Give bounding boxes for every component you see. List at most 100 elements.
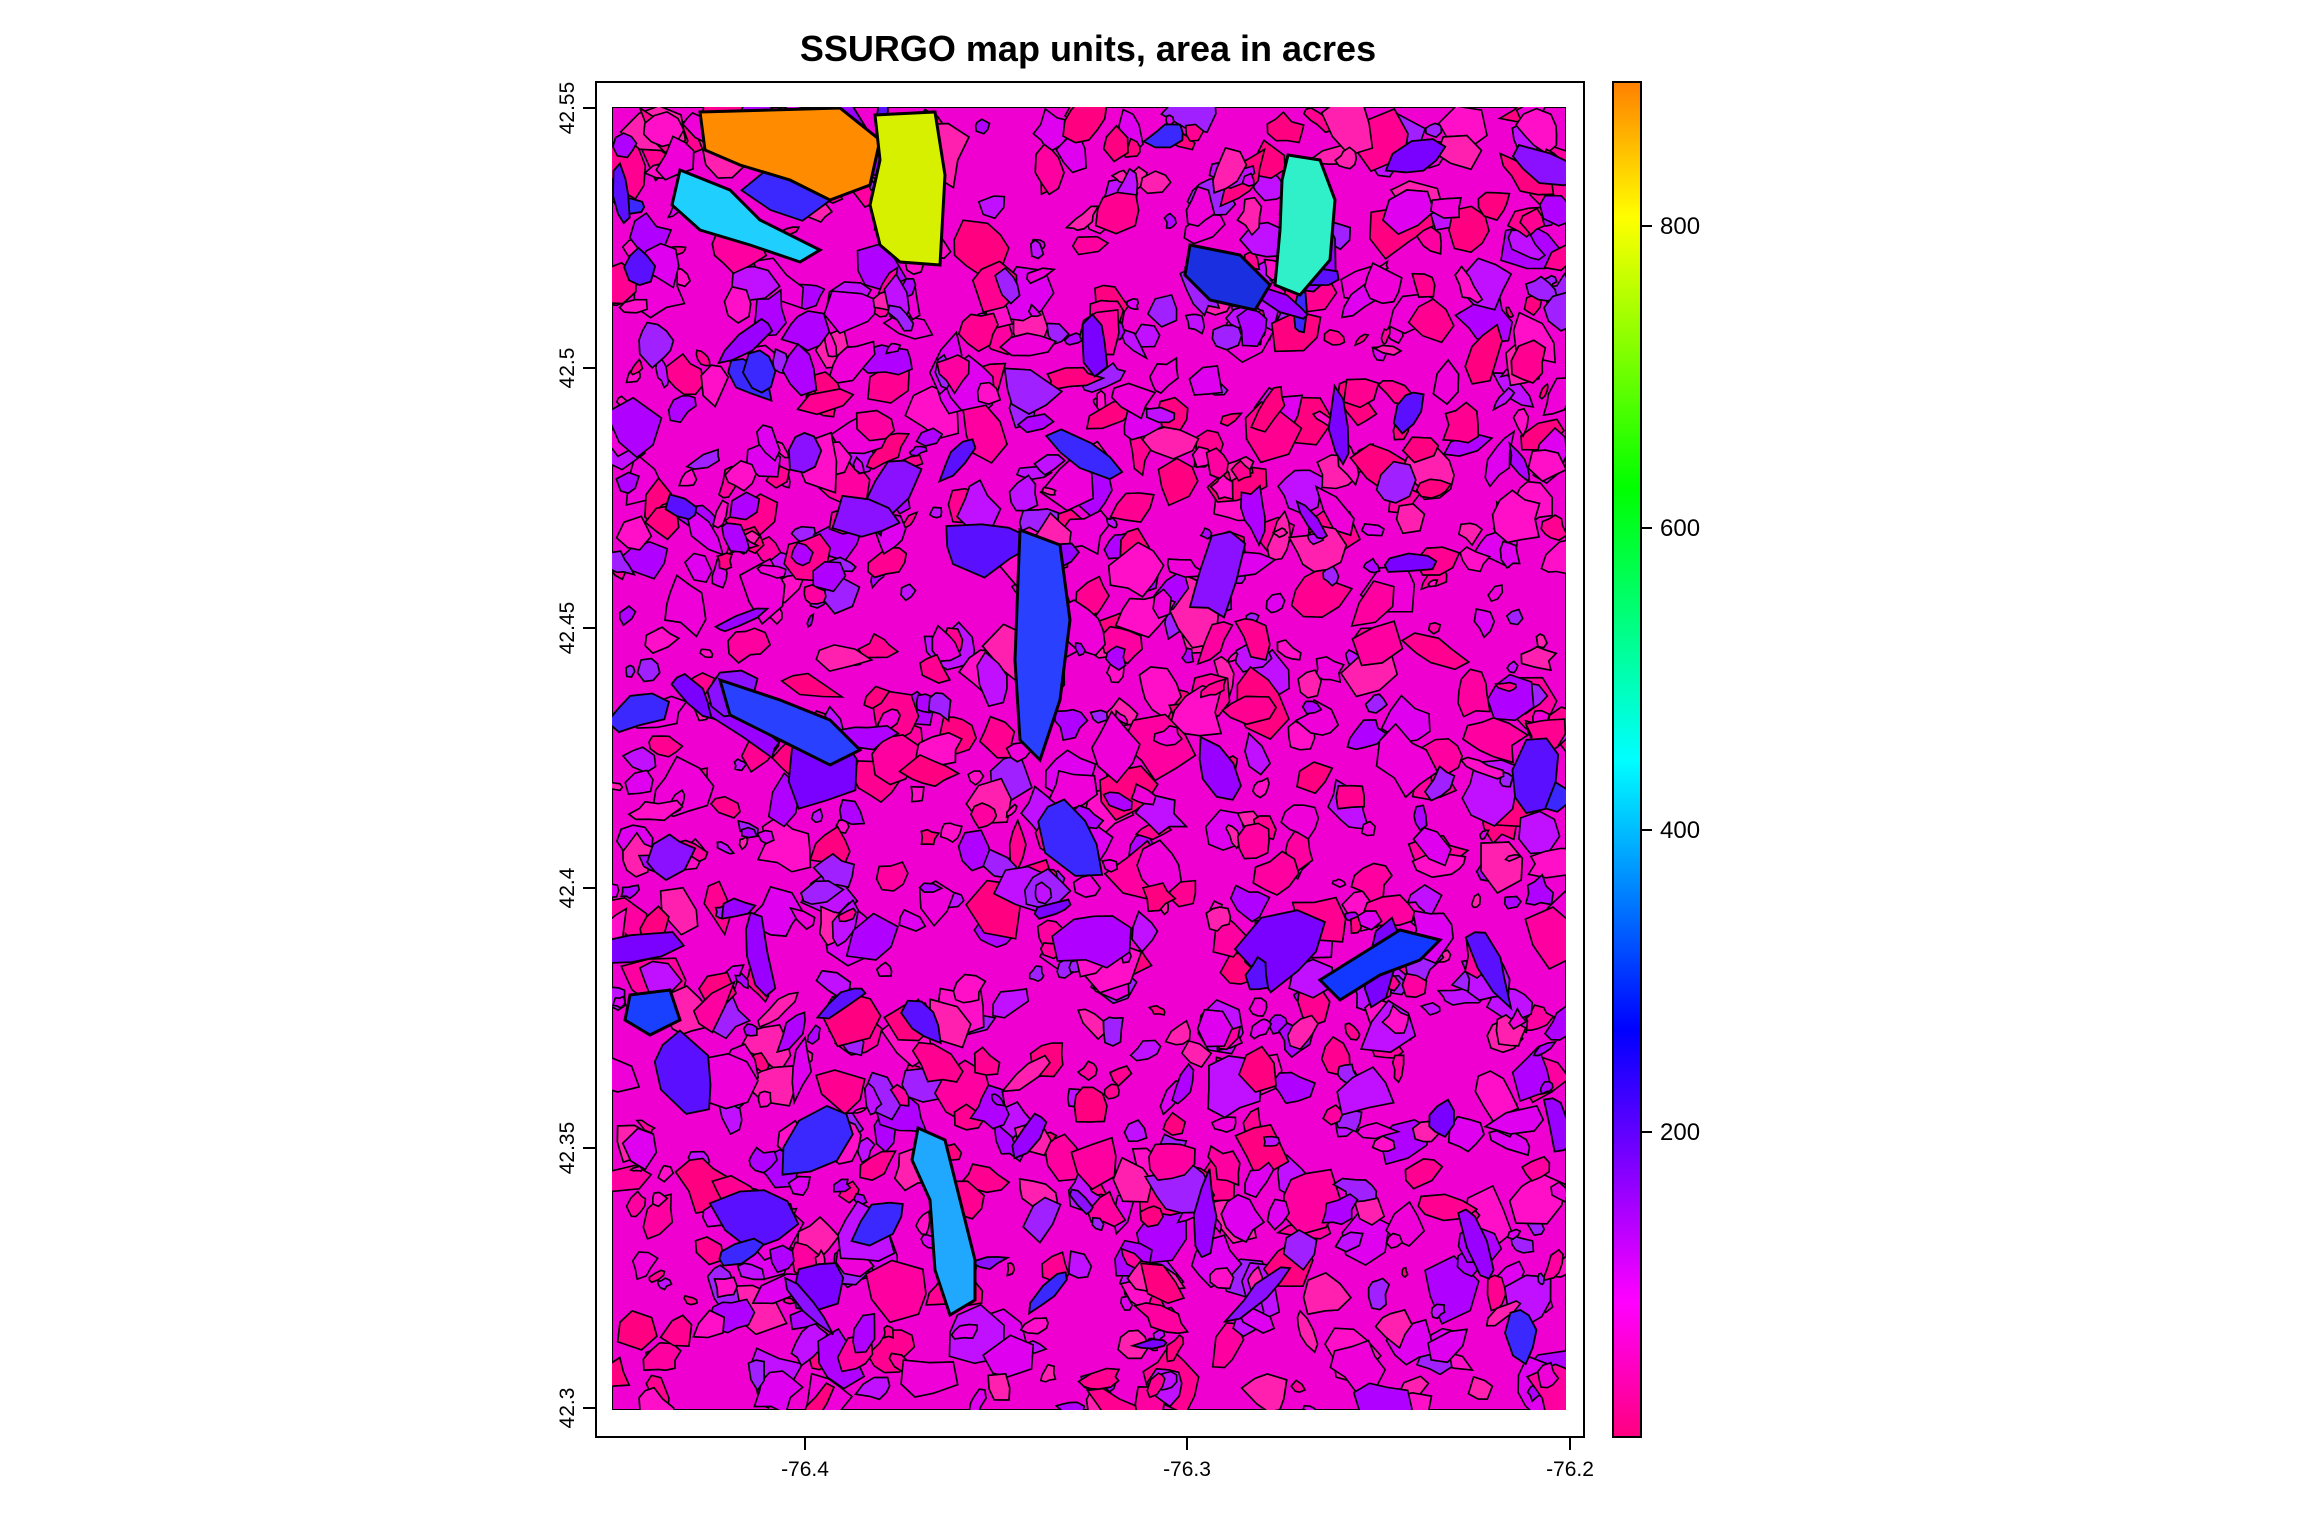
map-unit-polygon bbox=[1130, 783, 1157, 806]
map-unit-polygon bbox=[1212, 146, 1248, 194]
map-unit-polygon bbox=[644, 626, 681, 655]
map-unit-polygon bbox=[1503, 895, 1522, 910]
map-unit-polygon bbox=[936, 354, 970, 395]
map-unit-polygon bbox=[678, 468, 698, 487]
y-tick-label: 42.55 bbox=[556, 82, 579, 135]
map-unit-polygon bbox=[1505, 306, 1515, 319]
map-unit-polygon bbox=[612, 396, 663, 459]
map-unit-polygon bbox=[1146, 1372, 1166, 1399]
map-unit-polygon bbox=[1380, 325, 1391, 346]
map-unit-polygon bbox=[1540, 514, 1566, 542]
map-unit-polygon bbox=[950, 1323, 978, 1340]
map-unit-polygon bbox=[800, 880, 845, 906]
map-unit-polygon bbox=[1483, 1104, 1545, 1135]
map-unit-polygon bbox=[1139, 170, 1172, 195]
map-unit-polygon bbox=[837, 907, 857, 923]
map-unit-polygon bbox=[1101, 858, 1119, 873]
map-unit-polygons bbox=[612, 107, 1566, 1410]
map-unit-polygon bbox=[1350, 580, 1395, 627]
map-unit-polygon bbox=[612, 550, 636, 576]
y-tick-label: 42.3 bbox=[556, 1388, 579, 1429]
map-unit-polygon bbox=[659, 1314, 693, 1347]
map-unit-polygon bbox=[618, 298, 649, 314]
map-unit-polygon bbox=[1139, 1205, 1164, 1228]
map-unit-polygon bbox=[1162, 1111, 1187, 1137]
map-unit-polygon bbox=[927, 692, 952, 723]
map-unit-polygon bbox=[1073, 1086, 1108, 1123]
map-unit-polygon bbox=[910, 785, 925, 803]
map-unit-polygon bbox=[1110, 382, 1157, 420]
map-unit-polygon bbox=[646, 833, 697, 882]
y-tick-label: 42.35 bbox=[556, 1122, 579, 1175]
map-unit-polygon bbox=[1327, 383, 1350, 467]
map-unit-polygon bbox=[1244, 1161, 1275, 1199]
map-unit-polygon bbox=[1152, 588, 1172, 620]
map-unit-polygon bbox=[1488, 1129, 1531, 1157]
map-unit-polygon bbox=[729, 491, 761, 521]
map-unit-polygon bbox=[804, 1382, 836, 1410]
map-unit-polygon bbox=[1352, 1382, 1413, 1410]
light-blue-unit-south bbox=[910, 1125, 977, 1318]
yellow-unit bbox=[868, 110, 947, 267]
map-unit-polygon bbox=[1199, 526, 1213, 540]
map-unit-polygon bbox=[1220, 1193, 1266, 1244]
map-unit-polygon bbox=[745, 911, 777, 998]
map-unit-polygon bbox=[900, 583, 917, 602]
map-unit-polygon bbox=[1401, 1266, 1409, 1278]
map-unit-polygon bbox=[1401, 972, 1428, 999]
map-unit-polygon bbox=[1485, 1300, 1522, 1327]
map-unit-polygon bbox=[1302, 1271, 1352, 1316]
map-unit-polygon bbox=[1188, 365, 1223, 396]
map-unit-polygon bbox=[1192, 1168, 1218, 1259]
map-unit-polygon bbox=[956, 479, 1002, 533]
map-unit-polygon bbox=[790, 541, 814, 567]
map-unit-polygon bbox=[809, 825, 851, 866]
map-unit-polygon bbox=[1022, 1196, 1062, 1244]
map-unit-polygon bbox=[1507, 229, 1547, 261]
map-unit-polygon bbox=[1363, 262, 1403, 305]
y-tick-label: 42.4 bbox=[556, 867, 579, 908]
map-unit-polygon bbox=[612, 161, 631, 225]
x-tick-label: -76.4 bbox=[781, 1458, 829, 1481]
map-unit-polygon bbox=[695, 349, 711, 367]
map-unit-polygon bbox=[1241, 172, 1255, 187]
map-unit-polygon bbox=[1424, 765, 1456, 802]
map-unit-polygon bbox=[1123, 1119, 1148, 1143]
map-unit-polygon bbox=[1037, 798, 1104, 877]
map-unit-polygon bbox=[627, 799, 684, 822]
map-unit-polygon bbox=[748, 1146, 778, 1174]
map-unit-polygon bbox=[1509, 1234, 1535, 1254]
map-unit-polygon bbox=[1051, 915, 1132, 969]
map-unit-polygon bbox=[832, 1178, 852, 1193]
map-unit-polygon bbox=[1447, 1115, 1485, 1153]
soil-map bbox=[612, 107, 1566, 1410]
map-unit-polygon bbox=[911, 1041, 964, 1083]
map-unit-polygon bbox=[919, 653, 951, 684]
map-unit-polygon bbox=[1019, 1317, 1049, 1335]
map-unit-polygon bbox=[700, 364, 730, 408]
map-unit-polygon bbox=[920, 828, 941, 846]
map-unit-polygon bbox=[1362, 557, 1381, 574]
map-unit-polygon bbox=[1290, 567, 1354, 619]
y-tick-label: 42.45 bbox=[556, 602, 579, 655]
map-unit-polygon bbox=[1133, 1302, 1189, 1335]
map-unit-polygon bbox=[769, 1244, 795, 1274]
map-unit-polygon bbox=[1541, 1248, 1564, 1283]
map-unit-polygon bbox=[1205, 906, 1232, 932]
map-unit-polygon bbox=[973, 1046, 1001, 1076]
map-unit-polygon bbox=[1542, 1097, 1566, 1153]
colorbar-label: 600 bbox=[1660, 515, 1700, 542]
map-unit-polygon bbox=[683, 552, 713, 583]
map-unit-polygon bbox=[828, 340, 876, 384]
map-unit-polygon bbox=[1252, 850, 1300, 896]
map-unit-polygon bbox=[1184, 123, 1205, 142]
map-unit-polygon bbox=[612, 781, 624, 792]
map-unit-polygon bbox=[642, 1341, 682, 1372]
map-unit-polygon bbox=[898, 753, 961, 788]
map-unit-polygon bbox=[1520, 645, 1558, 672]
map-unit-polygon bbox=[776, 1011, 806, 1054]
map-unit-polygon bbox=[976, 381, 1002, 405]
map-unit-polygon bbox=[1543, 291, 1566, 332]
map-unit-polygon bbox=[742, 349, 777, 394]
map-unit-polygon bbox=[1508, 1007, 1528, 1031]
